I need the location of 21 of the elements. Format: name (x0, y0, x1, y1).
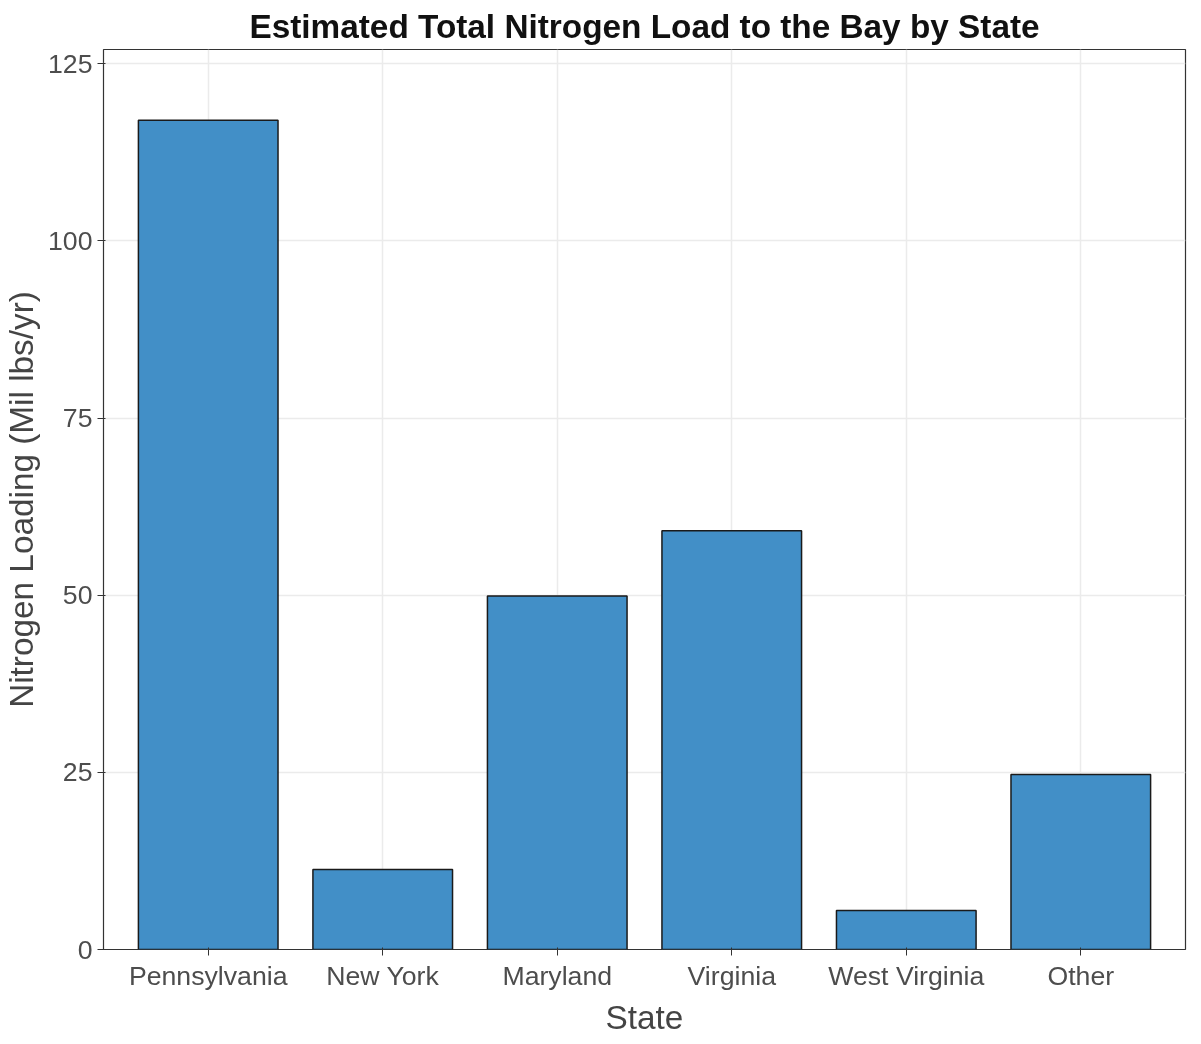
x-tick-label: West Virginia (828, 960, 985, 991)
x-tick-label: Virginia (687, 960, 777, 991)
x-axis-title: State (605, 998, 684, 1036)
y-tick-label: 0 (77, 934, 93, 965)
x-tick-label: Maryland (502, 960, 613, 991)
y-tick-label: 25 (62, 757, 93, 788)
y-tick-label: 75 (62, 403, 93, 433)
x-tick-label: Pennsylvania (128, 960, 288, 991)
bar (486, 595, 628, 950)
x-tick-label: Other (1047, 960, 1115, 991)
bar (312, 868, 454, 950)
bar (137, 119, 279, 950)
y-axis-title: Nitrogen Loading (Mil lbs/yr) (3, 291, 41, 708)
chart-title: Estimated Total Nitrogen Load to the Bay by State (249, 7, 1040, 45)
y-tick-label: 125 (48, 48, 93, 79)
y-tick-label: 50 (62, 580, 93, 611)
x-tick-label: New York (326, 960, 440, 991)
y-tick-label: 100 (48, 225, 93, 256)
bar (1010, 773, 1152, 950)
bar (835, 909, 977, 950)
bar (661, 529, 803, 950)
